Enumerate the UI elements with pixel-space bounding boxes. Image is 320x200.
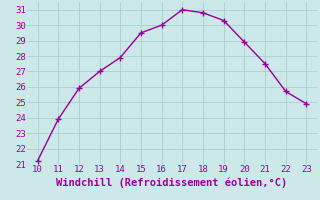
X-axis label: Windchill (Refroidissement éolien,°C): Windchill (Refroidissement éolien,°C) [56, 177, 288, 188]
